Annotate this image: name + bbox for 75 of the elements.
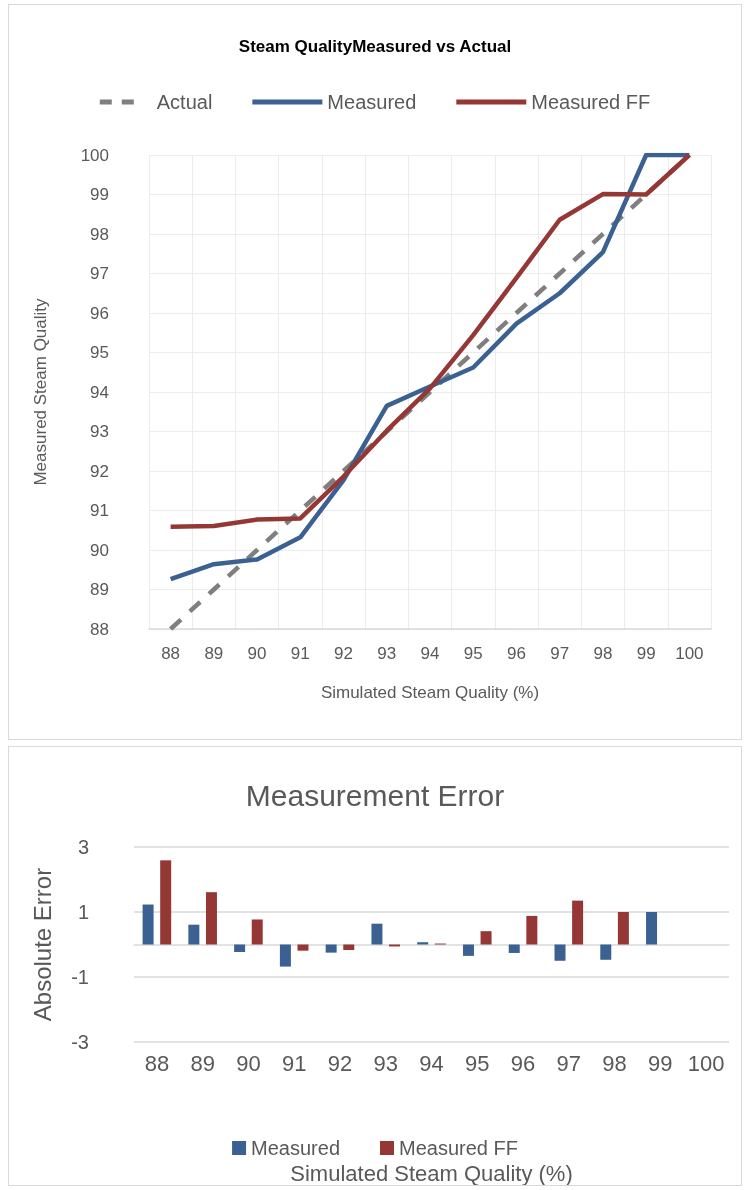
bar	[343, 944, 355, 951]
x-tick-label: 100	[687, 1050, 725, 1076]
y-tick-label: 89	[90, 580, 109, 599]
y-tick-label: 96	[90, 303, 109, 323]
x-tick-label: 96	[507, 644, 526, 663]
x-tick-label: 95	[463, 644, 483, 663]
x-tick-label: 98	[602, 1050, 627, 1076]
bar	[572, 900, 584, 945]
legend-label: Actual	[156, 91, 213, 113]
x-tick-label: 91	[281, 1050, 307, 1076]
bar	[325, 944, 337, 953]
x-tick-label: 100	[675, 644, 704, 663]
y-tick-label: 90	[90, 540, 109, 560]
x-tick-label: 98	[593, 644, 613, 663]
bar	[188, 924, 200, 945]
legend-label: Measured FF	[399, 1137, 518, 1159]
x-tick-label: 89	[190, 1050, 215, 1076]
x-tick-label: 94	[419, 1050, 444, 1076]
y-tick-label: 95	[90, 343, 109, 362]
y-tick-label: -1	[71, 966, 89, 988]
y-tick-label: 93	[90, 422, 109, 441]
legend-label: Measured	[251, 1137, 341, 1159]
y-axis-title: Absolute Error	[28, 867, 56, 1022]
bar	[554, 944, 566, 961]
bar	[297, 944, 309, 951]
y-tick-label: 97	[90, 264, 109, 283]
x-tick-label: 99	[648, 1050, 673, 1076]
x-tick-label: 92	[334, 644, 353, 663]
bar	[251, 919, 263, 945]
y-tick-label: 100	[80, 145, 109, 165]
chart-title: Measurement Error	[245, 778, 505, 812]
y-tick-label: 99	[90, 185, 109, 204]
bar	[480, 931, 492, 945]
x-tick-label: 90	[247, 644, 267, 663]
bar	[279, 944, 291, 967]
y-tick-label: 3	[77, 836, 89, 858]
y-tick-label: 1	[77, 901, 89, 923]
x-tick-label: 96	[510, 1050, 536, 1076]
x-axis-title: Simulated Steam Quality (%)	[320, 683, 540, 702]
legend-label: Measured FF	[531, 91, 651, 113]
x-tick-label: 94	[420, 644, 440, 663]
bar	[205, 892, 217, 945]
x-tick-label: 93	[373, 1050, 398, 1076]
x-tick-label: 88	[144, 1050, 170, 1076]
y-tick-label: 98	[90, 224, 109, 244]
bar	[160, 860, 172, 945]
bar	[462, 944, 474, 956]
x-tick-label: 90	[236, 1050, 261, 1076]
x-tick-label: 97	[556, 1050, 582, 1076]
y-tick-label: 92	[90, 461, 109, 481]
x-axis-title: Simulated Steam Quality (%)	[290, 1160, 573, 1186]
bar	[371, 923, 383, 945]
chart-title: Steam QualityMeasured vs Actual	[238, 37, 512, 56]
legend-label: Measured	[327, 91, 417, 113]
bar	[617, 912, 629, 945]
y-axis-title: Measured Steam Quality	[31, 297, 50, 486]
x-tick-label: 99	[636, 644, 656, 663]
x-tick-label: 91	[290, 644, 310, 663]
bar	[600, 944, 612, 960]
x-tick-label: 92	[327, 1050, 353, 1076]
y-tick-label: -3	[71, 1031, 89, 1053]
x-tick-label: 95	[465, 1050, 490, 1076]
bar	[646, 912, 658, 945]
bar	[234, 944, 246, 952]
x-tick-label: 88	[161, 644, 181, 663]
x-tick-label: 93	[377, 644, 397, 663]
bar	[417, 942, 429, 945]
x-tick-label: 97	[550, 644, 570, 663]
bar	[526, 915, 538, 945]
bar	[508, 944, 520, 953]
x-tick-label: 89	[204, 644, 224, 663]
y-tick-label: 88	[90, 619, 109, 639]
y-tick-label: 91	[90, 501, 109, 520]
y-tick-label: 94	[90, 382, 109, 402]
bar	[142, 904, 154, 945]
